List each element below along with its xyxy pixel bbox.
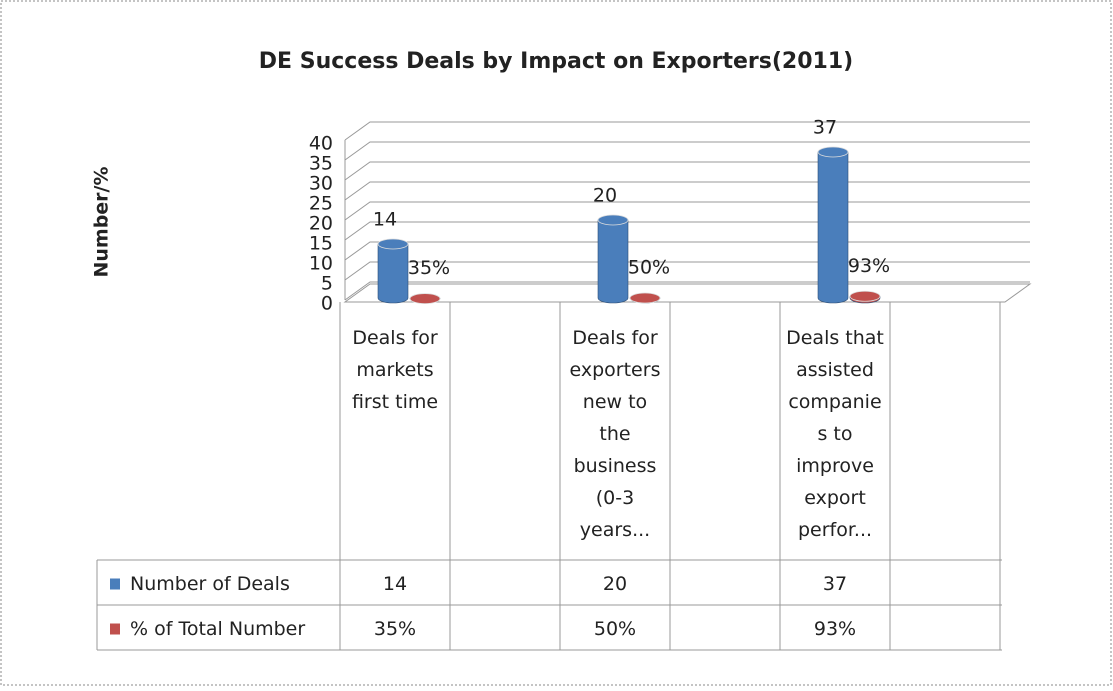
bar-top	[817, 146, 849, 158]
bar-body	[597, 219, 629, 304]
table-value: 14	[383, 573, 407, 595]
data-label: 93%	[848, 255, 890, 277]
legend-swatch	[110, 623, 120, 635]
floor	[343, 283, 1032, 303]
bar-top	[377, 238, 409, 250]
bar	[849, 290, 881, 304]
grid-line	[344, 141, 1030, 161]
table-value: 37	[823, 573, 847, 595]
x-tick-label: Deals that assisted companies to improve…	[786, 327, 884, 541]
y-tick-label: 40	[309, 133, 333, 155]
data-label: 37	[813, 117, 837, 139]
y-tick-label: 25	[309, 193, 333, 215]
grid-line	[344, 161, 1030, 181]
data-label: 35%	[408, 257, 450, 279]
bar-top	[409, 293, 441, 305]
table-value: 50%	[594, 618, 636, 640]
grid-line	[344, 181, 1030, 201]
bar	[817, 146, 849, 304]
bar	[409, 293, 441, 305]
bar-body	[377, 243, 409, 304]
bar	[629, 292, 661, 304]
x-tick-label: Deals for exporters new to the business …	[570, 327, 661, 541]
table-value: 93%	[814, 618, 856, 640]
table-value: 35%	[374, 618, 416, 640]
data-label: 20	[593, 185, 617, 207]
y-axis-title: Number/%	[91, 166, 113, 277]
data-label: 14	[373, 209, 397, 231]
bar	[597, 214, 629, 304]
grid-line	[344, 201, 1030, 221]
bar-body	[817, 151, 849, 304]
bar-top	[629, 292, 661, 304]
grid-line	[344, 121, 1030, 141]
y-tick-label: 20	[309, 213, 333, 235]
y-tick-label: 10	[309, 253, 333, 275]
y-tick-label: 0	[321, 293, 333, 315]
legend-label: % of Total Number	[130, 618, 305, 640]
grid-line	[344, 261, 1030, 281]
legend-label: Number of Deals	[130, 573, 290, 595]
grid-line	[344, 221, 1030, 241]
y-tick-label: 35	[309, 153, 333, 175]
bar-top	[597, 214, 629, 226]
table-value: 20	[603, 573, 627, 595]
chart-title: DE Success Deals by Impact on Exporters(…	[259, 49, 853, 74]
legend-swatch	[110, 578, 120, 590]
bar	[377, 238, 409, 304]
bar-top	[849, 290, 881, 302]
grid-line	[344, 241, 1030, 261]
y-tick-label: 30	[309, 173, 333, 195]
grid-line	[344, 281, 1030, 301]
x-tick-label: Deals for markets first time	[352, 327, 438, 413]
y-tick-label: 5	[321, 273, 333, 295]
data-label: 50%	[628, 257, 670, 279]
y-tick-label: 15	[309, 233, 333, 255]
